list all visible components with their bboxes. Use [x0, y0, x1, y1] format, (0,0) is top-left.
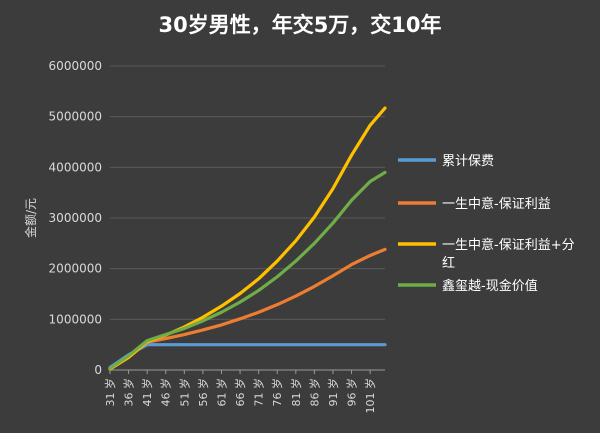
series-line-4	[108, 170, 387, 371]
legend-label: 一生中意-保证利益+分	[442, 237, 575, 253]
series-line-2	[108, 247, 387, 371]
x-tick-label: 66 岁	[233, 378, 247, 407]
legend-label: 一生中意-保证利益	[442, 196, 551, 212]
y-tick-label: 0	[94, 363, 102, 377]
x-tick-label: 46 岁	[159, 378, 173, 407]
y-tick-label: 5000000	[49, 110, 102, 124]
x-tick-label: 96 岁	[345, 378, 359, 407]
x-tick-label: 86 岁	[307, 378, 321, 407]
series-line-3	[108, 106, 387, 371]
x-tick-label: 61 岁	[214, 378, 228, 407]
x-tick-label: 41 岁	[140, 378, 154, 407]
x-tick-label: 91 岁	[326, 378, 340, 407]
y-tick-label: 3000000	[49, 211, 102, 225]
x-tick-label: 81 岁	[289, 378, 303, 407]
legend-label-wrap: 红	[442, 255, 455, 271]
legend-label: 累计保费	[442, 154, 494, 169]
y-tick-label: 1000000	[49, 312, 102, 326]
x-tick-label: 101 岁	[363, 378, 377, 414]
y-tick-label: 4000000	[49, 160, 102, 174]
y-tick-label: 2000000	[49, 262, 102, 276]
x-tick-label: 31 岁	[103, 378, 117, 407]
x-tick-label: 56 岁	[196, 378, 210, 407]
x-tick-label: 36 岁	[122, 378, 136, 407]
y-axis-label: 金额/元	[23, 198, 38, 238]
x-tick-label: 51 岁	[177, 378, 191, 407]
chart-title: 30岁男性，年交5万，交10年	[158, 13, 441, 37]
series-line-1	[108, 343, 387, 370]
x-tick-label: 71 岁	[252, 378, 266, 407]
x-tick-label: 76 岁	[270, 378, 284, 407]
y-tick-label: 6000000	[49, 59, 102, 73]
legend-label: 鑫玺越-现金价值	[442, 278, 538, 294]
